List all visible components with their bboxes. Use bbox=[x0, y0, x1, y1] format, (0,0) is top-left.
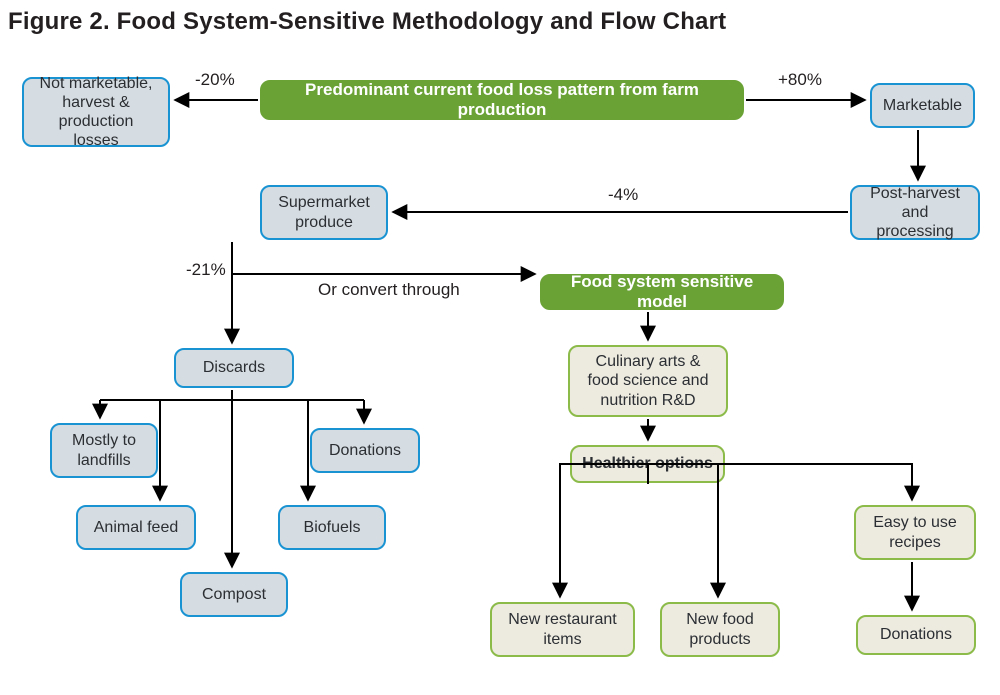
node-not-marketable: Not marketable, harvest & production los… bbox=[22, 77, 170, 147]
node-landfills: Mostly to landfills bbox=[50, 423, 158, 478]
node-donations-discards: Donations bbox=[310, 428, 420, 473]
node-compost: Compost bbox=[180, 572, 288, 617]
node-animal-feed: Animal feed bbox=[76, 505, 196, 550]
label-or-convert-through: Or convert through bbox=[318, 280, 460, 300]
node-biofuels: Biofuels bbox=[278, 505, 386, 550]
label-minus-4pct: -4% bbox=[608, 185, 638, 205]
label-plus-80pct: +80% bbox=[778, 70, 822, 90]
node-post-harvest: Post-harvest and processing bbox=[850, 185, 980, 240]
node-marketable: Marketable bbox=[870, 83, 975, 128]
node-new-food-products: New food products bbox=[660, 602, 780, 657]
node-new-restaurant-items: New restaurant items bbox=[490, 602, 635, 657]
node-easy-recipes: Easy to use recipes bbox=[854, 505, 976, 560]
node-discards: Discards bbox=[174, 348, 294, 388]
label-minus-21pct: -21% bbox=[186, 260, 226, 280]
label-minus-20pct: -20% bbox=[195, 70, 235, 90]
node-food-system-model: Food system sensitive model bbox=[540, 274, 784, 310]
node-healthier-options: Healthier options bbox=[570, 445, 725, 483]
figure-stage: Figure 2. Food System-Sensitive Methodol… bbox=[0, 0, 1000, 695]
node-culinary-rnd: Culinary arts & food science and nutriti… bbox=[568, 345, 728, 417]
figure-title: Figure 2. Food System-Sensitive Methodol… bbox=[8, 8, 726, 36]
node-supermarket-produce: Supermarket produce bbox=[260, 185, 388, 240]
node-donations-recipes: Donations bbox=[856, 615, 976, 655]
node-predominant-pattern: Predominant current food loss pattern fr… bbox=[260, 80, 744, 120]
